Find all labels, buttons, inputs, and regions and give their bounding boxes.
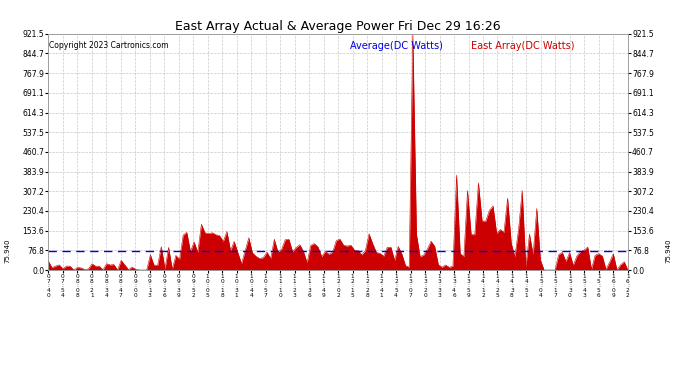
Text: 75.940: 75.940 xyxy=(666,238,671,263)
Text: 75.940: 75.940 xyxy=(5,238,10,263)
Text: Copyright 2023 Cartronics.com: Copyright 2023 Cartronics.com xyxy=(50,41,169,50)
Title: East Array Actual & Average Power Fri Dec 29 16:26: East Array Actual & Average Power Fri De… xyxy=(175,20,501,33)
Text: East Array(DC Watts): East Array(DC Watts) xyxy=(471,41,575,51)
Text: Average(DC Watts): Average(DC Watts) xyxy=(350,41,442,51)
